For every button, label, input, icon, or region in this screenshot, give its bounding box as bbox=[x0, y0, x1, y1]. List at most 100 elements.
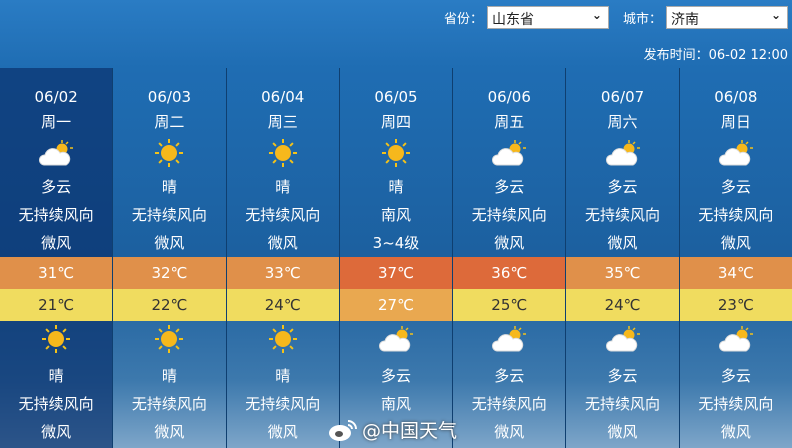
partly-cloudy-icon bbox=[718, 138, 754, 168]
low-temp: 27℃ bbox=[339, 289, 453, 321]
night-wind-direction: 无持续风向 bbox=[131, 395, 207, 413]
high-temp: 31℃ bbox=[0, 257, 113, 289]
day-wind-direction: 无持续风向 bbox=[131, 206, 207, 224]
night-weather: 多云 bbox=[720, 367, 751, 385]
night-wind-direction: 无持续风向 bbox=[18, 395, 94, 413]
partly-cloudy-icon bbox=[378, 324, 414, 354]
low-temp: 22℃ bbox=[113, 289, 226, 321]
weekday: 周四 bbox=[380, 113, 411, 131]
night-weather: 晴 bbox=[48, 367, 64, 385]
partly-cloudy-icon bbox=[38, 138, 74, 168]
day-weather: 多云 bbox=[720, 178, 751, 196]
location-selector: 省份： 山东省 ⌄ 城市： 济南 ⌄ bbox=[430, 6, 792, 29]
day-wind-level: 3~4级 bbox=[372, 234, 420, 252]
day-column: 06/03 周二晴无持续风向 微风 32℃ 22℃ 晴无持续风向 微风 bbox=[112, 68, 226, 448]
day-wind-level: 微风 bbox=[154, 234, 185, 252]
day-weather: 晴 bbox=[275, 178, 291, 196]
sun-icon bbox=[38, 324, 74, 354]
day-column: 06/05 周四晴南风 3~4级 37℃ 27℃ 多云 南风 bbox=[338, 68, 453, 448]
day-wind-direction: 无持续风向 bbox=[471, 206, 547, 224]
weekday: 周日 bbox=[720, 113, 751, 131]
partly-cloudy-icon bbox=[605, 324, 641, 354]
high-temp: 37℃ bbox=[339, 257, 453, 289]
day-weather: 多云 bbox=[41, 178, 72, 196]
day-wind-level: 微风 bbox=[41, 234, 72, 252]
day-wind-direction: 无持续风向 bbox=[245, 206, 321, 224]
watermark: @中国天气 bbox=[328, 416, 457, 443]
date: 06/05 bbox=[374, 88, 418, 106]
city-value: 济南 bbox=[671, 12, 699, 28]
night-wind-level: 微风 bbox=[607, 423, 638, 441]
city-label: 城市： bbox=[622, 12, 662, 27]
night-wind-level: 微风 bbox=[41, 423, 72, 441]
day-wind-direction: 无持续风向 bbox=[18, 206, 94, 224]
sun-icon bbox=[378, 138, 414, 168]
province-value: 山东省 bbox=[491, 12, 534, 28]
sun-icon bbox=[151, 138, 187, 168]
weekday: 周五 bbox=[494, 113, 525, 131]
night-weather: 多云 bbox=[380, 367, 411, 385]
date: 06/03 bbox=[147, 88, 192, 106]
chevron-down-icon: ⌄ bbox=[591, 8, 602, 22]
publish-time: 发布时间：06-02 12:00 bbox=[643, 48, 788, 63]
high-temp: 33℃ bbox=[226, 257, 339, 289]
night-wind-direction: 无持续风向 bbox=[245, 395, 321, 413]
date: 06/06 bbox=[487, 88, 531, 106]
night-wind-direction: 无持续风向 bbox=[698, 395, 774, 413]
day-column: 06/02 周一 多云 无持续风向 微风 31℃ 21℃ 晴无持续风向 微风 bbox=[0, 68, 113, 448]
low-temp: 21℃ bbox=[0, 289, 113, 321]
high-temp: 35℃ bbox=[566, 257, 679, 289]
date: 06/02 bbox=[34, 88, 78, 106]
day-wind-level: 微风 bbox=[607, 234, 638, 252]
low-temp: 23℃ bbox=[679, 289, 792, 321]
night-wind-direction: 无持续风向 bbox=[585, 395, 661, 413]
city-select[interactable]: 济南 ⌄ bbox=[666, 6, 788, 29]
partly-cloudy-icon bbox=[605, 138, 641, 168]
day-wind-level: 微风 bbox=[720, 234, 751, 252]
low-temp: 24℃ bbox=[566, 289, 679, 321]
day-wind-direction: 无持续风向 bbox=[698, 206, 774, 224]
day-wind-level: 微风 bbox=[267, 234, 298, 252]
high-temp: 32℃ bbox=[113, 257, 226, 289]
weekday: 周三 bbox=[267, 113, 298, 131]
night-wind-direction: 南风 bbox=[380, 395, 411, 413]
day-weather: 多云 bbox=[494, 178, 525, 196]
sun-icon bbox=[265, 324, 301, 354]
day-weather: 晴 bbox=[161, 178, 177, 196]
low-temp: 24℃ bbox=[226, 289, 339, 321]
high-temp: 34℃ bbox=[679, 257, 792, 289]
day-column: 06/04 周三晴无持续风向 微风 33℃ 24℃ 晴无持续风向 微风 bbox=[225, 68, 339, 448]
date: 06/07 bbox=[600, 88, 645, 106]
night-wind-direction: 无持续风向 bbox=[471, 395, 547, 413]
partly-cloudy-icon bbox=[491, 138, 527, 168]
weekday: 周一 bbox=[41, 113, 72, 131]
day-wind-level: 微风 bbox=[494, 234, 525, 252]
day-column: 06/08 周日 多云 无持续风向 微风 34℃ 23℃ 多云 无持续风向 微风 bbox=[678, 68, 792, 448]
date: 06/04 bbox=[261, 88, 305, 106]
province-label: 省份： bbox=[443, 12, 483, 27]
night-weather: 多云 bbox=[494, 367, 525, 385]
night-wind-level: 微风 bbox=[267, 423, 298, 441]
weibo-logo-icon bbox=[329, 419, 357, 441]
day-wind-direction: 无持续风向 bbox=[585, 206, 661, 224]
date: 06/08 bbox=[714, 88, 758, 106]
day-weather: 多云 bbox=[607, 178, 638, 196]
night-weather: 晴 bbox=[275, 367, 291, 385]
sun-icon bbox=[265, 138, 301, 168]
high-temp: 36℃ bbox=[453, 257, 566, 289]
night-weather: 多云 bbox=[607, 367, 638, 385]
night-wind-level: 微风 bbox=[494, 423, 525, 441]
partly-cloudy-icon bbox=[491, 324, 527, 354]
day-wind-direction: 南风 bbox=[380, 206, 411, 224]
day-column: 06/06 周五 多云 无持续风向 微风 36℃ 25℃ 多云 无持续风向 微风 bbox=[452, 68, 566, 448]
night-wind-level: 微风 bbox=[720, 423, 751, 441]
watermark-text: @中国天气 bbox=[362, 420, 458, 442]
day-column: 06/07 周六 多云 无持续风向 微风 35℃ 24℃ 多云 无持续风向 微风 bbox=[565, 68, 679, 448]
province-select[interactable]: 山东省 ⌄ bbox=[486, 6, 609, 29]
weekday: 周二 bbox=[154, 113, 185, 131]
day-weather: 晴 bbox=[388, 178, 404, 196]
night-wind-level: 微风 bbox=[154, 423, 185, 441]
sun-icon bbox=[151, 324, 187, 354]
partly-cloudy-icon bbox=[718, 324, 754, 354]
chevron-down-icon: ⌄ bbox=[770, 8, 781, 22]
